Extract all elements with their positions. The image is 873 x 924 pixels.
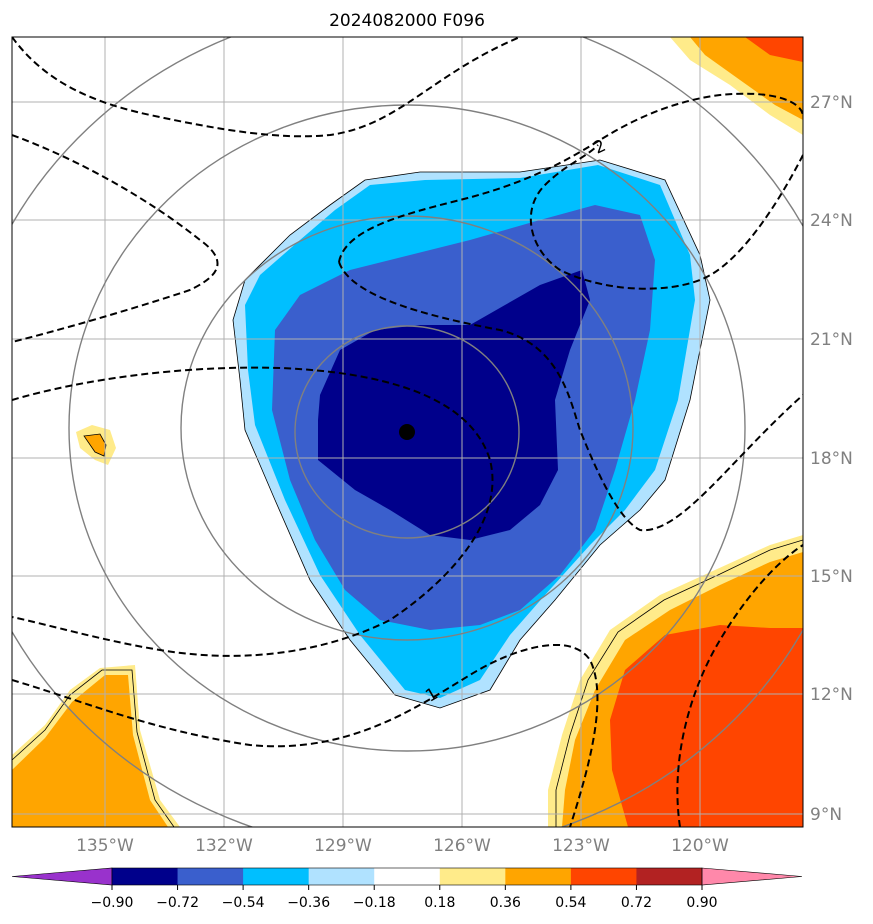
- lat-label-9: 9°N: [810, 805, 842, 825]
- lat-labels: 27°N 24°N 21°N 18°N 15°N 12°N 9°N: [810, 93, 853, 825]
- lon-label-120: 120°W: [671, 836, 729, 856]
- colorbar-segment: [374, 868, 441, 885]
- lon-label-135: 135°W: [76, 836, 134, 856]
- colorbar-segment: [112, 868, 179, 885]
- contour-left-upper: [12, 134, 219, 343]
- colorbar-tick-label: 0.72: [621, 895, 652, 911]
- colorbar-extend-high: [701, 867, 803, 886]
- range-ring-300km: [294, 325, 520, 539]
- gridlines: [12, 37, 803, 827]
- colorbar-tick-label: 0.36: [490, 895, 521, 911]
- lon-label-129: 129°W: [314, 836, 372, 856]
- contour-lower-left: [12, 644, 599, 827]
- anomaly-outline: [232, 159, 711, 709]
- colorbar-segment: [439, 868, 506, 885]
- colorbar-tick-label: 0.18: [424, 895, 455, 911]
- colorbar-tick-label: −0.54: [222, 895, 265, 911]
- lon-label-123: 123°W: [552, 836, 610, 856]
- lat-label-18: 18°N: [810, 449, 853, 469]
- colorbar-tick-label: −0.90: [91, 895, 134, 911]
- lat-label-24: 24°N: [810, 211, 853, 231]
- lon-label-132: 132°W: [195, 836, 253, 856]
- anomaly-bottomright-054: [610, 625, 803, 827]
- dashed-contours: [12, 37, 803, 827]
- colorbar-extend-low: [11, 867, 113, 886]
- contour-right-loop: [338, 261, 803, 532]
- colorbar-tick-label: 0.54: [555, 895, 586, 911]
- lat-label-15: 15°N: [810, 567, 853, 587]
- colorbar-segment: [308, 868, 375, 885]
- anomaly-topright-036: [690, 37, 803, 120]
- map-frame: [11, 36, 804, 828]
- colorbar-tick-label: 0.90: [686, 895, 717, 911]
- anomaly-small-patch-036: [84, 434, 106, 456]
- anomaly-topright-054: [745, 37, 803, 62]
- range-rings: [12, 37, 803, 827]
- anomaly-bottomleft-outline: [12, 669, 175, 827]
- contour-upper-right: [338, 92, 803, 263]
- colorbar-tick-label: −0.18: [353, 895, 396, 911]
- contour-top-left: [12, 37, 521, 138]
- lon-labels: 135°W 132°W 129°W 126°W 123°W 120°W: [76, 836, 729, 856]
- storm-center-marker: [399, 424, 415, 440]
- colorbar-frame: [111, 867, 703, 886]
- anomaly-bottomright-outline: [555, 539, 803, 827]
- anomaly-bottomleft-036: [12, 675, 168, 827]
- colorbar-tick-label: −0.72: [156, 895, 199, 911]
- colorbar-segment: [505, 868, 572, 885]
- contour-center: [12, 366, 494, 657]
- contour-label2-loop: [529, 144, 803, 290]
- colorbar: [11, 867, 803, 886]
- contour-lower-right: [676, 544, 803, 827]
- lon-label-126: 126°W: [433, 836, 491, 856]
- colorbar-segment: [177, 868, 244, 885]
- lat-label-21: 21°N: [810, 330, 853, 350]
- range-ring-800km: [68, 104, 746, 752]
- lat-label-27: 27°N: [810, 93, 853, 113]
- map-area: 2 1: [12, 37, 803, 827]
- colorbar-segment: [636, 868, 703, 885]
- colorbar-segment: [243, 868, 310, 885]
- colorbar-ticks: −0.90 −0.72 −0.54 −0.36 −0.18 0.18 0.36 0.54 0.7…: [91, 885, 718, 911]
- range-ring-500km: [180, 215, 634, 641]
- lat-label-12: 12°N: [810, 685, 853, 705]
- colorbar-tick-label: −0.36: [287, 895, 330, 911]
- colorbar-segment: [570, 868, 637, 885]
- chart-title: 2024082000 F096: [329, 11, 485, 31]
